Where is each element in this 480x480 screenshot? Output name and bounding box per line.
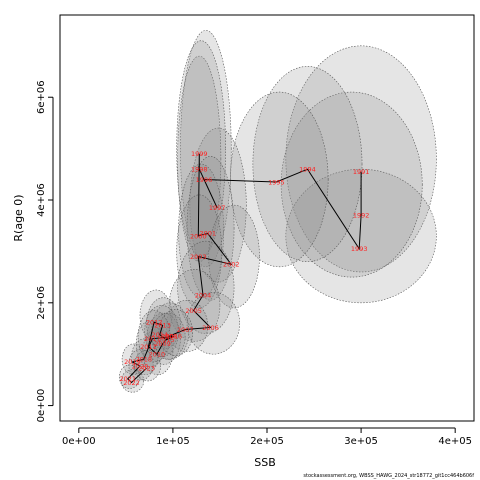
ellipse-2016 (158, 309, 193, 357)
y-axis-title: R(age 0) (12, 194, 25, 241)
ellipse-2005 (168, 269, 221, 342)
year-label-2022: 2022 (123, 379, 140, 387)
year-label-1998: 1998 (191, 165, 208, 173)
year-label-2014: 2014 (151, 331, 168, 339)
y-tick-label-0e+00: 0e+00 (36, 389, 47, 423)
year-label-2008: 2008 (161, 333, 178, 341)
ellipse-2002 (208, 204, 260, 309)
year-label-2001: 2001 (199, 230, 216, 238)
year-label-1997: 1997 (209, 204, 226, 212)
year-label-2018: 2018 (135, 356, 152, 364)
year-label-2009: 2009 (154, 340, 171, 348)
year-label-2003: 2003 (190, 253, 207, 261)
year-label-2000: 2000 (190, 232, 207, 240)
y-tick-label-4e+06: 4e+06 (36, 183, 47, 217)
year-label-2020: 2020 (132, 362, 149, 370)
y-tick-label-6e+06: 6e+06 (36, 80, 47, 114)
year-label-2016: 2016 (166, 333, 183, 341)
x-tick-label-3e+05: 3e+05 (344, 436, 378, 447)
x-tick-label-2e+05: 2e+05 (250, 436, 284, 447)
ellipse-1991 (285, 45, 437, 273)
year-label-2002: 2002 (223, 261, 240, 269)
year-label-2013: 2013 (154, 322, 171, 330)
footer-credit: stockassessment.org, WBSS_HAWG_2024_str1… (303, 473, 474, 479)
ellipse-2020 (128, 348, 154, 381)
x-axis-title: SSB (254, 456, 276, 469)
year-label-1994: 1994 (299, 165, 316, 173)
year-label-2005: 2005 (185, 307, 202, 315)
year-label-1996: 1996 (196, 176, 213, 184)
x-tick-label-1e+05: 1e+05 (156, 436, 190, 447)
y-axis: 0e+00 2e+06 4e+06 6e+06 (36, 80, 54, 423)
year-label-2004: 2004 (195, 291, 212, 299)
ellipse-1994 (252, 66, 363, 262)
y-tick-label-2e+06: 2e+06 (36, 286, 47, 320)
ellipse-2004 (177, 240, 235, 334)
ellipse-2012 (139, 289, 173, 342)
ellipse-2008 (150, 302, 190, 360)
year-label-2017: 2017 (144, 335, 161, 343)
trajectory-line (126, 153, 362, 384)
trajectory-path (126, 153, 362, 384)
year-label-2007: 2007 (177, 326, 194, 334)
ellipse-2014 (144, 305, 179, 358)
year-label-2021: 2021 (119, 375, 136, 383)
year-label-1999: 1999 (191, 150, 208, 158)
year-label-1993: 1993 (351, 245, 368, 253)
ellipse-2006 (186, 292, 241, 355)
ellipse-1992 (285, 168, 437, 304)
x-tick-label-4e+05: 4e+05 (438, 436, 472, 447)
year-label-1991: 1991 (353, 168, 370, 176)
year-label-2010: 2010 (149, 350, 166, 358)
ellipse-1993 (280, 91, 423, 278)
x-tick-label-0e+00: 0e+00 (62, 436, 96, 447)
year-label-1995: 1995 (268, 178, 285, 186)
year-label-1992: 1992 (353, 212, 370, 220)
ellipse-2007 (166, 299, 209, 352)
ellipse-1999 (176, 40, 226, 257)
year-label-2023: 2023 (138, 364, 155, 372)
x-axis: 0e+00 1e+05 2e+05 3e+05 4e+05 (62, 427, 472, 447)
year-labels: 1991 1992 1993 1994 1995 1996 1997 1998 1999 2000… (119, 150, 369, 387)
year-label-2012: 2012 (146, 319, 163, 327)
year-label-2015: 2015 (158, 336, 175, 344)
year-label-2011: 2011 (140, 343, 157, 351)
ellipse-1995 (230, 91, 329, 268)
plot-frame (59, 14, 475, 422)
year-label-2006: 2006 (202, 324, 219, 332)
year-label-2019: 2019 (124, 358, 141, 366)
